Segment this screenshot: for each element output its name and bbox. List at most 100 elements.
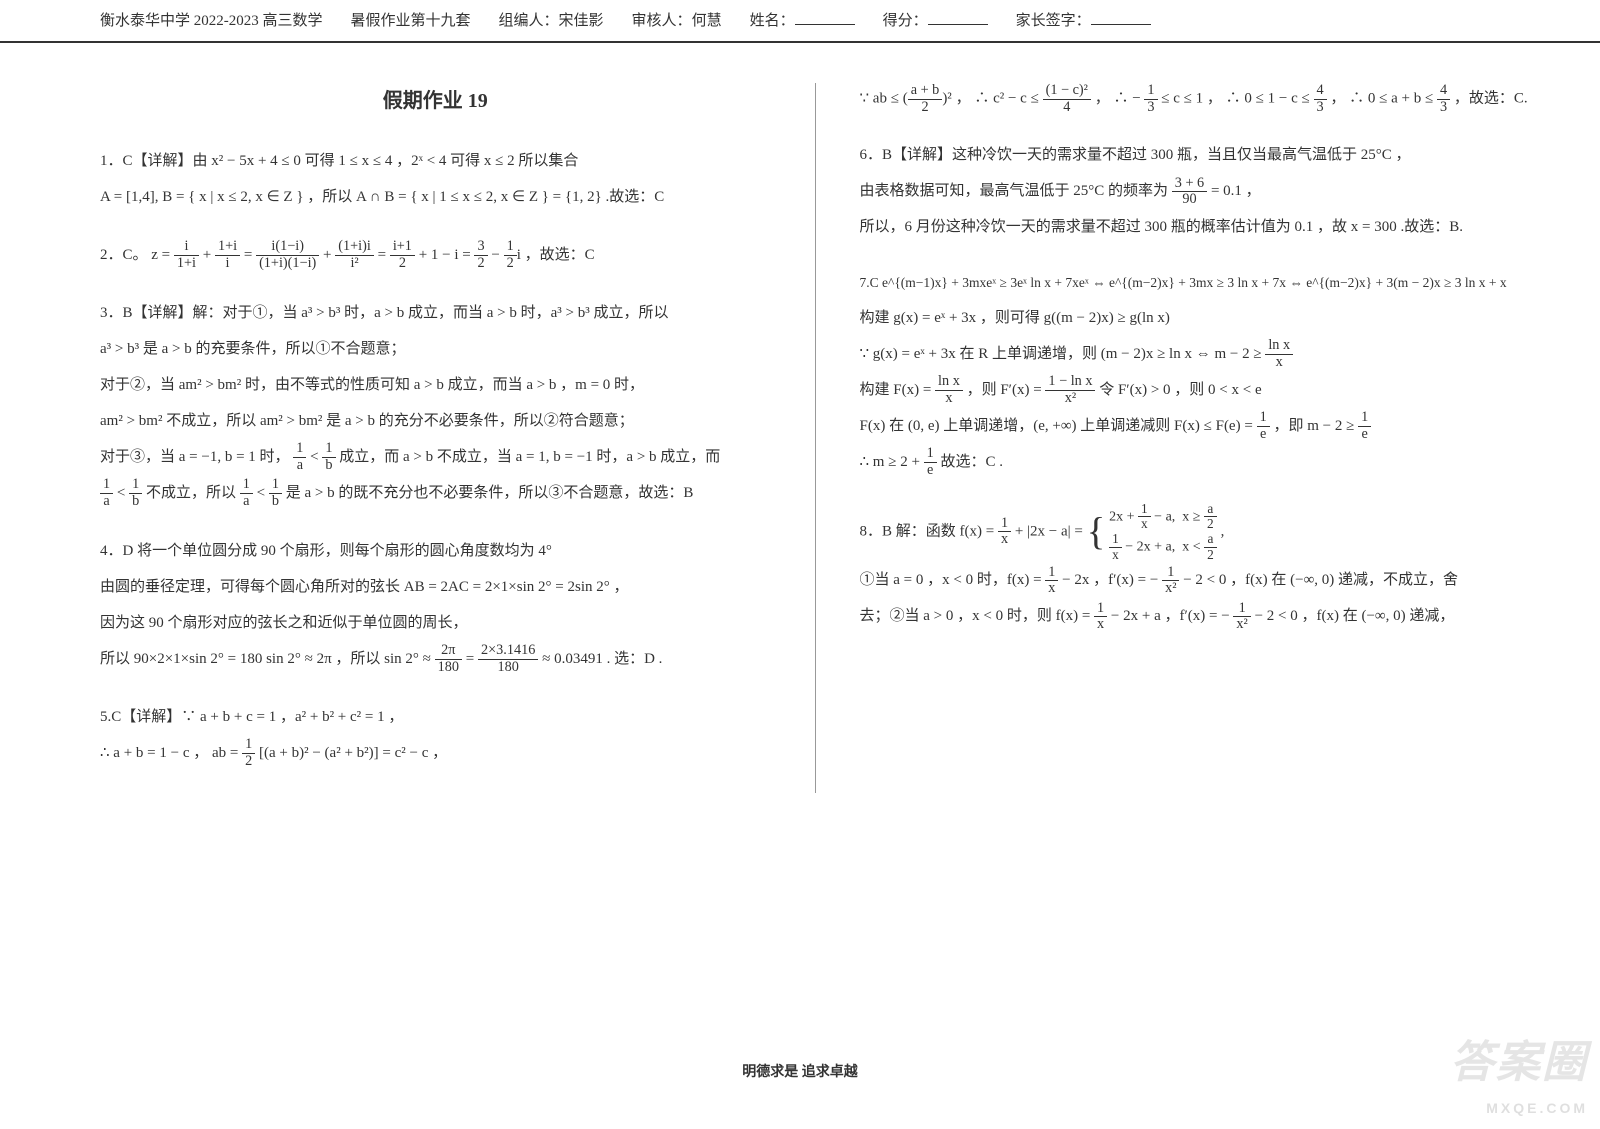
- compiler-label: 组编人：: [499, 8, 559, 35]
- q7d-mid: ，则 F′(x) =: [967, 382, 1046, 398]
- q3-line-a: 3．B【详解】解：对于①，当 a³ > b³ 时，a > b 成立，而当 a >…: [100, 295, 771, 331]
- parent-label: 家长签字：: [1016, 8, 1091, 35]
- page-footer: 明德求是 追求卓越: [0, 1060, 1600, 1085]
- q6b-pre: 由表格数据可知，最高气温低于 25°C 的频率为: [860, 183, 1172, 199]
- q7f-frac: 1e: [924, 446, 937, 478]
- q2-frac6: 32: [474, 239, 487, 271]
- piecewise: 2x + 1x − a, x ≥ a2 1x − 2x + a, x < a2: [1109, 502, 1217, 563]
- q5-line-a: 5.C【详解】∵ a + b + c = 1 ，a² + b² + c² = 1…: [100, 699, 771, 735]
- q4-line-c: 因为这 90 个扇形对应的弦长之和近似于单位圆的周长，: [100, 605, 771, 641]
- q8: 8．B 解：函数 f(x) = 1x + |2x − a| = { 2x + 1…: [860, 502, 1531, 635]
- q6-line-c: 所以，6 月份这种冷饮一天的需求量不超过 300 瓶的概率估计值为 0.1 ，故…: [860, 209, 1531, 245]
- q3f-frac1: 1a: [100, 477, 113, 509]
- r5c-frac1: a + b2: [908, 83, 943, 115]
- q8-line-a: 8．B 解：函数 f(x) = 1x + |2x − a| = { 2x + 1…: [860, 502, 1531, 563]
- q4-line-b: 由圆的垂径定理，可得每个圆心角所对的弦长 AB = 2AC = 2×1×sin …: [100, 569, 771, 605]
- q7-line-e: F(x) 在 (0, e) 上单调递增，(e, +∞) 上单调递减则 F(x) …: [860, 408, 1531, 444]
- r5c-mid4: ， ∴ 0 ≤ a + b ≤: [1330, 91, 1437, 107]
- q8c-mid: − 2x + a ，f′(x) = −: [1111, 608, 1234, 624]
- q1: 1．C【详解】由 x² − 5x + 4 ≤ 0 可得 1 ≤ x ≤ 4 ，2…: [100, 143, 771, 215]
- q7e-frac2: 1e: [1358, 410, 1371, 442]
- q5b-post: [(a + b)² − (a² + b²)] = c² − c ，: [259, 745, 447, 761]
- q5-right: ∵ ab ≤ (a + b2)² ， ∴ c² − c ≤ (1 − c)²4 …: [860, 83, 1531, 115]
- q7d-pre: 构建 F(x) =: [860, 382, 936, 398]
- worksheet-set: 暑假作业第十九套: [351, 8, 471, 35]
- name-field: 姓名：: [750, 8, 855, 35]
- q7d-frac2: 1 − ln xx²: [1045, 374, 1095, 406]
- parent-blank: [1091, 10, 1151, 25]
- q1-line-b: A = [1,4], B = { x | x ≤ 2, x ∈ Z } ，所以 …: [100, 179, 771, 215]
- score-label: 得分：: [883, 8, 928, 35]
- reviewer-field: 审核人： 何慧: [632, 8, 722, 35]
- q8c-frac2: 1x²: [1233, 601, 1250, 633]
- watermark-big: 答案圈: [1450, 1038, 1588, 1087]
- q8c-post: − 2 < 0 ，f(x) 在 (−∞, 0) 递减，: [1255, 608, 1455, 624]
- score-field: 得分：: [883, 8, 988, 35]
- q6b-frac: 3 + 690: [1172, 176, 1207, 208]
- q7e-pre: F(x) 在 (0, e) 上单调递增，(e, +∞) 上单调递减则 F(x) …: [860, 418, 1257, 434]
- q5-line-b: ∴ a + b = 1 − c ， ab = 12 [(a + b)² − (a…: [100, 735, 771, 771]
- q7e-frac1: 1e: [1257, 410, 1270, 442]
- r5c-frac4: 43: [1314, 83, 1327, 115]
- reviewer-name: 何慧: [692, 8, 722, 35]
- r5c-frac2: (1 − c)²4: [1043, 83, 1091, 115]
- q6: 6．B【详解】这种冷饮一天的需求量不超过 300 瓶，当且仅当最高气温低于 25…: [860, 137, 1531, 245]
- q3e-frac1: 1a: [293, 441, 306, 473]
- parent-field: 家长签字：: [1016, 8, 1151, 35]
- q7c-pre: ∵ g(x) = eˣ + 3x 在 R 上单调递增，则 (m − 2)x ≥ …: [860, 346, 1266, 362]
- q7f-pre: ∴ m ≥ 2 +: [860, 454, 924, 470]
- worksheet-title: 假期作业 19: [100, 83, 771, 119]
- name-label: 姓名：: [750, 8, 795, 35]
- q6b-post: = 0.1 ，: [1211, 183, 1261, 199]
- q7-line-f: ∴ m ≥ 2 + 1e 故选：C .: [860, 444, 1531, 480]
- q6-line-b: 由表格数据可知，最高气温低于 25°C 的频率为 3 + 690 = 0.1 ，: [860, 173, 1531, 209]
- brace-icon: {: [1087, 510, 1106, 553]
- compiler-field: 组编人： 宋佳影: [499, 8, 604, 35]
- q2-frac2: 1+ii: [215, 239, 240, 271]
- q8c-frac1: 1x: [1094, 601, 1107, 633]
- q3e-frac2: 1b: [322, 441, 335, 473]
- r5c-mid2: ， ∴ −: [1095, 91, 1145, 107]
- q1-line-a: 1．C【详解】由 x² − 5x + 4 ≤ 0 可得 1 ≤ x ≤ 4 ，2…: [100, 143, 771, 179]
- q5b-frac: 12: [242, 737, 255, 769]
- q3-line-e: 对于③，当 a = −1, b = 1 时， 1a < 1b 成立，而 a > …: [100, 439, 771, 475]
- q8b-pre: ①当 a = 0 ，x < 0 时，f(x) =: [860, 572, 1046, 588]
- watermark-small: MXQE.COM: [1450, 1096, 1588, 1121]
- q2-frac4: (1+i)ii²: [335, 239, 374, 271]
- q2-frac3: i(1−i)(1+i)(1−i): [256, 239, 319, 271]
- r5c-mid3: ≤ c ≤ 1 ， ∴ 0 ≤ 1 − c ≤: [1161, 91, 1313, 107]
- q3f-frac4: 1b: [269, 477, 282, 509]
- q2: 2．C。 z = i1+i + 1+ii = i(1−i)(1+i)(1−i) …: [100, 237, 771, 273]
- q5b-pre: ∴ a + b = 1 − c ， ab =: [100, 745, 242, 761]
- q6-line-a: 6．B【详解】这种冷饮一天的需求量不超过 300 瓶，当且仅当最高气温低于 25…: [860, 137, 1531, 173]
- q2-suffix: ，故选：C: [525, 247, 595, 263]
- watermark: 答案圈 MXQE.COM: [1450, 1023, 1588, 1121]
- page-header: 衡水泰华中学 2022-2023 高三数学 暑假作业第十九套 组编人： 宋佳影 …: [0, 0, 1600, 43]
- q4-line-a: 4．D 将一个单位圆分成 90 个扇形，则每个扇形的圆心角度数均为 4°: [100, 533, 771, 569]
- q3-line-d: am² > bm² 不成立，所以 am² > bm² 是 a > b 的充分不必…: [100, 403, 771, 439]
- q4d-frac1: 2π180: [435, 643, 462, 675]
- q2-frac1: i1+i: [174, 239, 199, 271]
- q3f-frac3: 1a: [240, 477, 253, 509]
- q3-line-b: a³ > b³ 是 a > b 的充要条件，所以①不合题意；: [100, 331, 771, 367]
- q8b-frac1: 1x: [1045, 565, 1058, 597]
- q4d-pre: 所以 90×2×1×sin 2° = 180 sin 2° ≈ 2π ，所以 s…: [100, 651, 435, 667]
- q3-line-f: 1a < 1b 不成立，所以 1a < 1b 是 a > b 的既不充分也不必要…: [100, 475, 771, 511]
- r5c-frac5: 43: [1437, 83, 1450, 115]
- q3f-mid: 不成立，所以: [146, 485, 240, 501]
- q4-line-d: 所以 90×2×1×sin 2° = 180 sin 2° ≈ 2π ，所以 s…: [100, 641, 771, 677]
- q8a-pre: 8．B 解：函数 f(x) =: [860, 523, 998, 539]
- q3e-pre: 对于③，当 a = −1, b = 1 时，: [100, 449, 290, 465]
- q3f-end: 是 a > b 的既不充分也不必要条件，所以③不合题意，故选：B: [286, 485, 694, 501]
- q8b-post: − 2 < 0 ，f(x) 在 (−∞, 0) 递减，不成立，舍: [1183, 572, 1458, 588]
- reviewer-label: 审核人：: [632, 8, 692, 35]
- q8c-pre: 去；②当 a > 0 ，x < 0 时，则 f(x) =: [860, 608, 1095, 624]
- q7-line-b: 构建 g(x) = eˣ + 3x ，则可得 g((m − 2)x) ≥ g(l…: [860, 300, 1531, 336]
- q3f-frac2: 1b: [129, 477, 142, 509]
- q8b-frac2: 1x²: [1162, 565, 1179, 597]
- q2-frac7: 12: [504, 239, 517, 271]
- r5c-pre: ∵ ab ≤: [860, 91, 903, 107]
- column-divider: [815, 83, 816, 793]
- q4: 4．D 将一个单位圆分成 90 个扇形，则每个扇形的圆心角度数均为 4° 由圆的…: [100, 533, 771, 677]
- q7-line-a: 7.C e^{(m−1)x} + 3mxeˣ ≥ 3eˣ ln x + 7xeˣ…: [860, 267, 1531, 299]
